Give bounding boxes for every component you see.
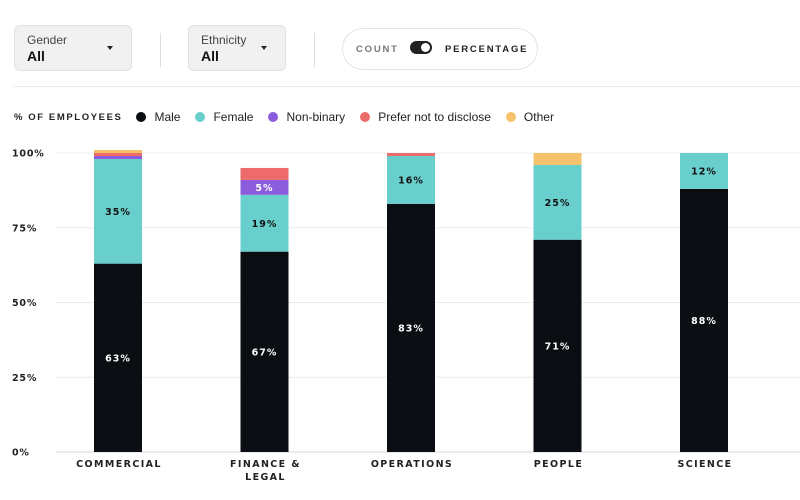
y-tick-label: 50%: [12, 298, 37, 309]
legend-label-female: Female: [213, 110, 254, 124]
gender-filter-value: All: [27, 48, 45, 64]
bar-segment-other: [533, 153, 582, 165]
legend-label-other: Other: [523, 110, 554, 124]
bar-segment-female: [533, 164, 582, 240]
bar-segment-male: [240, 251, 289, 452]
bar-value-label: 25%: [545, 198, 571, 209]
percentage-option[interactable]: PERCENTAGE: [445, 44, 529, 55]
bar-segment-prefer-not-to-disclose: [94, 153, 142, 156]
legend-swatch-prefer-not-to-disclose: [360, 112, 371, 122]
x-category-label: SCIENCE: [677, 459, 732, 470]
bar-segment-prefer-not-to-disclose: [387, 153, 435, 156]
count-percentage-toggle: COUNT PERCENTAGE: [342, 28, 538, 70]
bar-value-label: 5%: [255, 183, 273, 194]
bar-segment-male: [387, 203, 435, 452]
bar-segment-female: [94, 158, 142, 264]
legend-swatch-male: [136, 112, 147, 122]
bar-value-label: 63%: [105, 353, 131, 364]
y-axis-title: % OF EMPLOYEES: [14, 111, 123, 123]
header-divider: [14, 86, 800, 87]
bar-segment-female: [680, 153, 728, 189]
gender-filter[interactable]: Gender All: [14, 25, 132, 71]
legend-label-male: Male: [154, 110, 181, 124]
stacked-bar-chart: 0% 25% 50% 75% 100% 63% 35% COMMERCIAL 67% 19% 5% F…: [12, 149, 800, 483]
legend-label-non-binary: Non-binary: [286, 110, 346, 124]
legend-item-prefer-not-to-disclose: Prefer not to disclose: [360, 110, 491, 124]
bar-segment-female: [240, 194, 289, 252]
y-tick-label: 0%: [12, 448, 30, 459]
bar-segment-non-binary: [240, 179, 289, 195]
y-tick-label: 75%: [12, 223, 37, 234]
legend-swatch-female: [195, 112, 206, 122]
bar-value-label: 67%: [252, 347, 278, 358]
view-mode-switch[interactable]: [410, 41, 432, 54]
ethnicity-filter-value: All: [201, 48, 219, 64]
legend-label-prefer-not-to-disclose: Prefer not to disclose: [378, 110, 491, 124]
legend-item-non-binary: Non-binary: [268, 110, 345, 124]
bar-segment-female: [387, 155, 435, 204]
bar-segment-prefer-not-to-disclose: [240, 167, 289, 180]
legend-item-other: Other: [505, 110, 554, 124]
chevron-down-icon: [261, 46, 267, 50]
bar-segment-other: [94, 150, 142, 153]
legend-swatch-other: [505, 112, 516, 122]
x-category-label: PEOPLE: [534, 459, 583, 470]
bar-segment-male: [533, 239, 582, 452]
bar-segment-male: [680, 188, 728, 452]
chevron-down-icon: [107, 46, 113, 50]
x-category-label: LEGAL: [245, 472, 286, 483]
filter-divider: [314, 33, 315, 67]
bar-value-label: 71%: [545, 341, 571, 352]
bar-value-label: 35%: [105, 207, 131, 218]
ethnicity-filter-label: Ethnicity: [201, 33, 247, 47]
switch-knob: [421, 43, 430, 52]
bar-value-label: 83%: [398, 323, 424, 334]
bar-value-label: 88%: [691, 316, 717, 327]
bar-value-label: 12%: [691, 166, 717, 177]
legend-item-male: Male: [136, 110, 180, 124]
ethnicity-filter[interactable]: Ethnicity All: [188, 25, 286, 71]
bar-value-label: 16%: [398, 175, 424, 186]
x-category-label: COMMERCIAL: [76, 459, 162, 470]
chart-legend: % OF EMPLOYEES Male Female Non-binary Pr…: [14, 110, 569, 124]
x-category-label: FINANCE &: [230, 459, 301, 470]
y-tick-label: 100%: [12, 149, 45, 160]
legend-item-female: Female: [195, 110, 253, 124]
bar-segment-male: [94, 263, 142, 452]
y-tick-label: 25%: [12, 373, 37, 384]
filter-divider: [160, 33, 161, 67]
x-category-label: OPERATIONS: [371, 459, 453, 470]
bar-value-label: 19%: [252, 219, 278, 230]
bar-segment-non-binary: [94, 155, 142, 159]
count-option[interactable]: COUNT: [356, 44, 399, 55]
gender-filter-label: Gender: [27, 33, 68, 47]
legend-swatch-non-binary: [268, 112, 279, 122]
